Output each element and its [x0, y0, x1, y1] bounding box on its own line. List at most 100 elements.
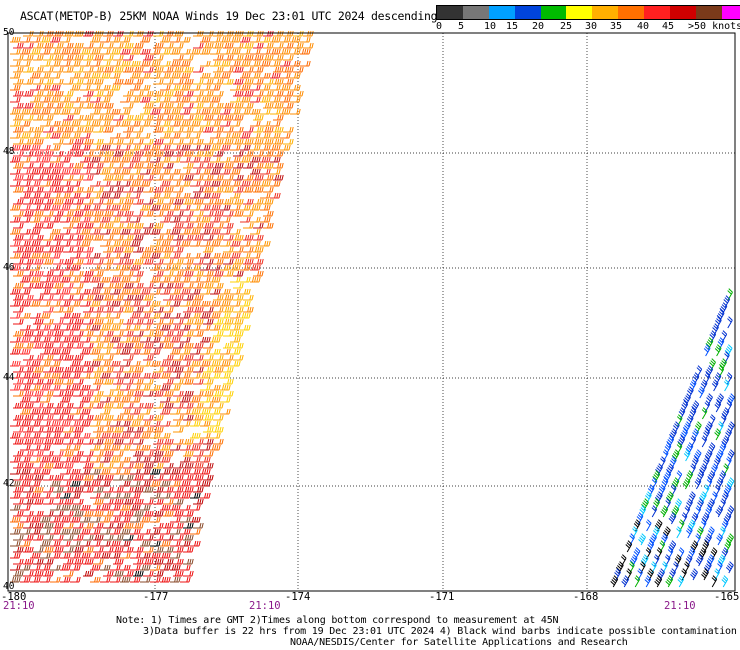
wind-barb-group [703, 561, 712, 574]
wind-barb [697, 526, 704, 539]
wind-barb [130, 264, 141, 271]
wind-barb [210, 372, 221, 379]
wind-barb [53, 162, 64, 169]
wind-barb [719, 358, 727, 371]
wind-barb [243, 198, 254, 205]
wind-barb [250, 240, 261, 247]
wind-barb [93, 390, 104, 397]
wind-barb [220, 252, 231, 259]
wind-barb [93, 162, 104, 169]
wind-barb [43, 426, 54, 433]
wind-barb [150, 480, 161, 487]
wind-barb [183, 258, 194, 265]
wind-barb-group [709, 330, 717, 343]
wind-barb [190, 48, 201, 55]
wind-barb [183, 210, 194, 217]
wind-barb [50, 552, 61, 559]
wind-barb [240, 48, 251, 55]
wind-barb [10, 72, 21, 79]
wind-barb [143, 186, 154, 193]
wind-barb [160, 552, 171, 559]
wind-barb [260, 60, 271, 67]
wind-barb [183, 270, 194, 277]
wind-barb [203, 138, 214, 145]
wind-barb-group [719, 442, 727, 455]
wind-barb [100, 60, 111, 67]
wind-barb-group [683, 449, 691, 462]
wind-barb [260, 120, 271, 127]
wind-barb [90, 336, 101, 343]
wind-barb-group [653, 498, 660, 511]
wind-barb [120, 504, 131, 511]
wind-barb [203, 114, 214, 121]
wind-barb [213, 282, 224, 289]
wind-barb [183, 222, 194, 229]
wind-barb [73, 102, 84, 109]
wind-barb [160, 540, 171, 547]
wind-barb [20, 372, 31, 379]
wind-barb [223, 234, 234, 241]
wind-barb [183, 414, 194, 421]
wind-barb [143, 330, 154, 337]
wind-barb [23, 510, 34, 517]
wind-barb [13, 78, 24, 85]
wind-barb [280, 96, 291, 103]
wind-barb [150, 192, 161, 199]
wind-barb [180, 192, 191, 199]
wind-barb [10, 36, 21, 43]
wind-barb [150, 336, 161, 343]
wind-barb [100, 336, 111, 343]
wind-barb [663, 470, 672, 483]
wind-barb [133, 474, 144, 481]
wind-barb [160, 372, 171, 379]
wind-barb [63, 510, 74, 517]
wind-barb [203, 258, 214, 265]
wind-barb-group [714, 344, 722, 357]
wind-barb [714, 400, 722, 413]
wind-barb [270, 60, 281, 67]
wind-barb [40, 528, 51, 535]
wind-barb [20, 264, 31, 271]
wind-barb [725, 561, 734, 574]
wind-barb [230, 240, 241, 247]
wind-barb [273, 174, 284, 181]
wind-barb [726, 533, 734, 546]
wind-barb [80, 72, 91, 79]
wind-barb [33, 462, 44, 469]
wind-barb [133, 462, 144, 469]
wind-barb [270, 108, 281, 115]
wind-barb [203, 102, 214, 109]
wind-barb [120, 468, 131, 475]
wind-barb [170, 84, 181, 91]
wind-barb [183, 570, 194, 577]
wind-barb [23, 138, 34, 145]
wind-barb [73, 366, 84, 373]
wind-barb [60, 504, 71, 511]
wind-barb [93, 330, 104, 337]
wind-barb [70, 336, 81, 343]
wind-barb [53, 78, 64, 85]
wind-barb [203, 90, 214, 97]
wind-barb [250, 108, 261, 115]
colorbar-label: 10 [484, 21, 497, 32]
wind-barb [668, 512, 677, 525]
wind-barb [20, 396, 31, 403]
wind-barb [150, 432, 161, 439]
wind-barb [681, 400, 689, 413]
wind-barb [170, 396, 181, 403]
wind-barb [676, 526, 682, 539]
wind-barb [183, 318, 194, 325]
wind-barb [13, 234, 24, 241]
wind-barb [100, 468, 111, 475]
wind-barb [303, 42, 314, 49]
wind-barb [701, 435, 708, 448]
wind-barb [20, 480, 31, 487]
wind-barb [233, 114, 244, 121]
wind-barb [30, 312, 41, 319]
wind-barb [250, 156, 261, 163]
wind-barb [133, 498, 144, 505]
wind-barb [23, 234, 34, 241]
wind-barb-group [682, 421, 691, 434]
wind-barb [173, 390, 184, 397]
wind-barb [60, 132, 71, 139]
